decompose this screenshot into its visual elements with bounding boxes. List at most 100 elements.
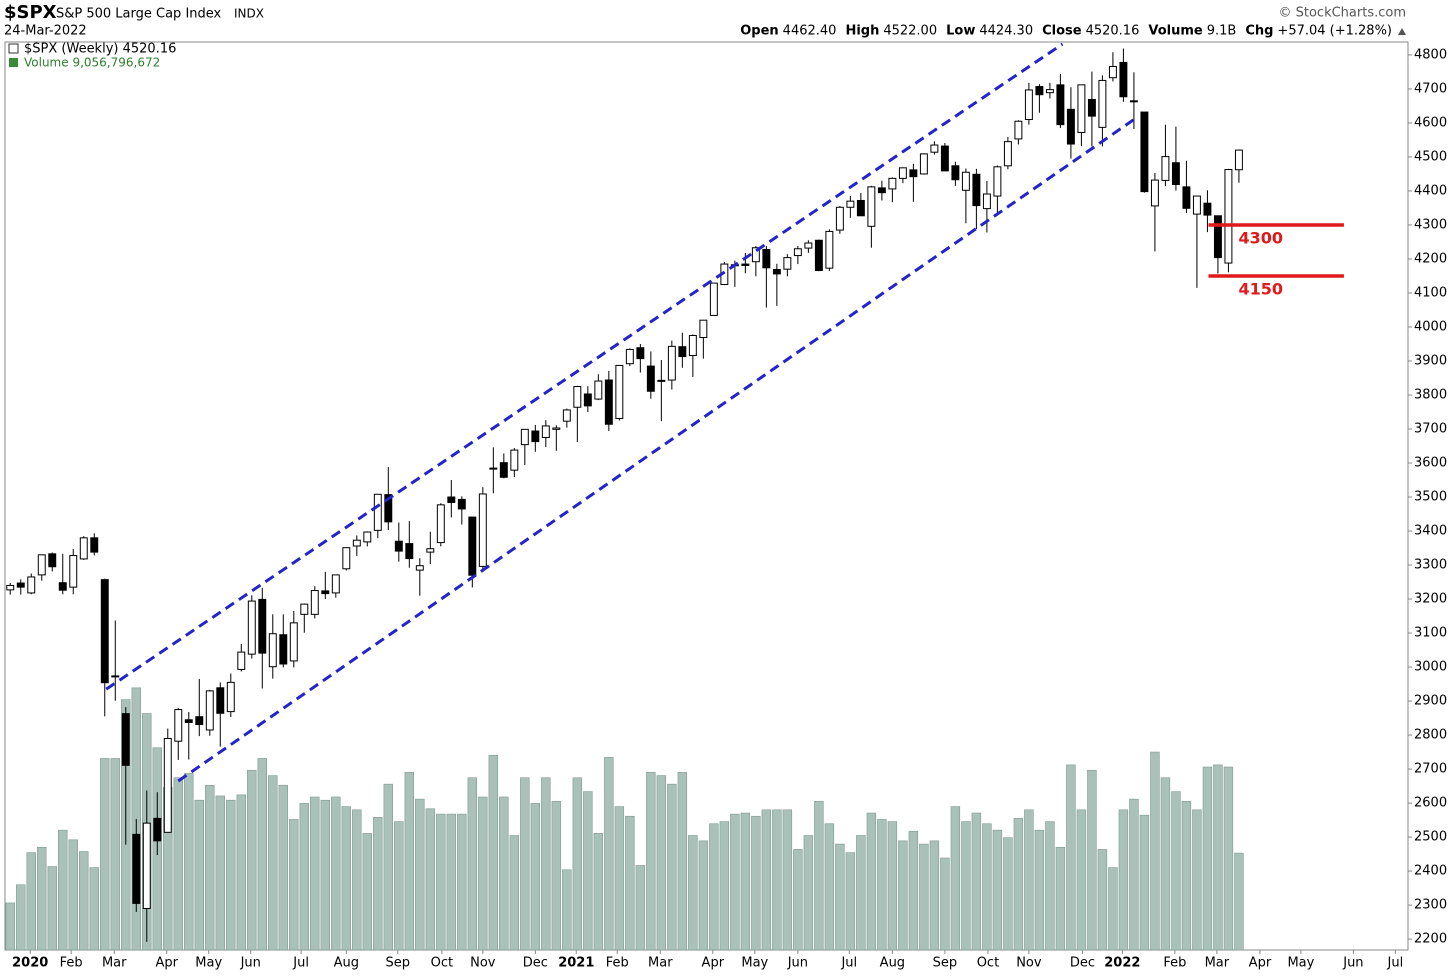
volume-bar	[173, 777, 183, 951]
x-tick-label: May	[195, 956, 222, 971]
volume-bar	[982, 823, 992, 951]
quote-value: 4462.40	[783, 24, 837, 39]
candle-body	[1035, 86, 1044, 96]
volume-bar	[814, 800, 824, 951]
candle-body	[447, 496, 456, 503]
candle-body	[363, 531, 372, 543]
legend-price: $SPX (Weekly) 4520.16	[24, 42, 176, 57]
candle-body	[1182, 186, 1191, 209]
x-tick-label: Jun	[1342, 956, 1363, 971]
volume-bar	[1223, 766, 1234, 951]
candle-body	[205, 690, 214, 731]
quote-label: Chg	[1245, 24, 1273, 39]
volume-bar	[520, 777, 530, 951]
volume-bar	[1181, 800, 1192, 951]
candle-body	[373, 493, 382, 531]
volume-bar	[845, 852, 856, 951]
symbol: $SPX	[4, 2, 57, 23]
candle-body	[615, 364, 624, 419]
volume-bar	[961, 821, 971, 951]
x-tick-label: Oct	[431, 956, 453, 971]
candle-body	[1192, 195, 1201, 215]
x-tick-label: Sep	[933, 956, 958, 971]
volume-bar	[467, 777, 478, 951]
candle-body	[27, 576, 36, 594]
volume-bar	[37, 846, 47, 951]
volume-bar	[268, 775, 278, 951]
candle-body	[310, 590, 319, 615]
volume-bar	[709, 823, 719, 951]
volume-bar	[1013, 818, 1024, 951]
level-label: 4300	[1238, 228, 1283, 247]
candle-body	[909, 169, 918, 178]
candle-body	[930, 144, 939, 153]
candle-body	[426, 548, 435, 553]
volume-bar	[16, 884, 26, 951]
volume-bar	[1129, 798, 1139, 951]
candle-body	[1150, 179, 1159, 207]
y-tick-label: 4200	[1414, 251, 1447, 266]
x-tick-label: Sep	[385, 956, 410, 971]
x-tick-label: Aug	[334, 956, 359, 971]
volume-bar	[824, 823, 835, 951]
quote-label: Close	[1042, 24, 1082, 39]
quote: Open 4462.40 High 4522.00 Low 4424.30 Close 452…	[740, 24, 1392, 39]
candle-body	[961, 171, 970, 191]
volume-bar	[908, 830, 919, 951]
candle-body	[898, 167, 907, 179]
volume-bar	[331, 796, 341, 951]
volume-bar	[530, 803, 541, 951]
candle-body	[468, 516, 477, 576]
volume-bar	[446, 813, 457, 951]
y-tick-label: 3000	[1414, 660, 1447, 675]
x-tick-label: Oct	[977, 956, 999, 971]
quote-label: Volume	[1148, 24, 1203, 39]
candle-body	[510, 449, 519, 471]
volume-bar	[499, 796, 509, 951]
volume-bar	[247, 769, 257, 951]
exchange: INDX	[234, 7, 264, 21]
x-tick-label: 2021	[558, 956, 594, 971]
volume-bar	[131, 687, 141, 951]
candle-body	[814, 239, 823, 272]
volume-bar	[677, 772, 688, 951]
quote-label: Open	[740, 24, 778, 39]
candle-body	[195, 716, 204, 726]
candle-body	[478, 493, 487, 567]
candle-body	[856, 199, 865, 217]
candle-body	[888, 177, 897, 190]
candle-body	[79, 537, 88, 560]
candle-body	[6, 584, 15, 591]
candle-body	[1014, 120, 1023, 140]
volume-bar	[89, 867, 99, 951]
volume-bar	[1171, 791, 1181, 951]
x-tick-label: May	[1287, 956, 1314, 971]
volume-bar	[509, 835, 520, 951]
candle-body	[436, 504, 445, 544]
candle-body	[1024, 89, 1033, 121]
candle-body	[573, 385, 582, 408]
x-tick-label: Jun	[240, 956, 261, 971]
x-tick-label: Feb	[1163, 956, 1186, 971]
candle-body	[48, 553, 57, 568]
volume-bar	[919, 843, 929, 951]
volume-bar	[383, 783, 394, 951]
volume-bar	[887, 821, 898, 951]
volume-bar	[299, 803, 310, 951]
volume-bar	[68, 839, 78, 951]
y-tick-label: 3800	[1414, 387, 1447, 402]
candle-body	[90, 537, 99, 553]
y-tick-label: 2600	[1414, 796, 1447, 811]
volume-bar	[1055, 846, 1066, 951]
y-tick-label: 3500	[1414, 490, 1447, 505]
volume-bar	[929, 840, 940, 951]
y-tick-label: 3900	[1414, 353, 1447, 368]
candle-body	[58, 582, 67, 591]
y-tick-label: 4500	[1414, 149, 1447, 164]
candle-body	[625, 348, 634, 365]
x-tick-label: Nov	[470, 956, 496, 971]
candle-body	[867, 186, 876, 227]
x-tick-label: Feb	[606, 956, 629, 971]
candle-body	[331, 574, 340, 594]
volume-bar	[1192, 809, 1202, 951]
